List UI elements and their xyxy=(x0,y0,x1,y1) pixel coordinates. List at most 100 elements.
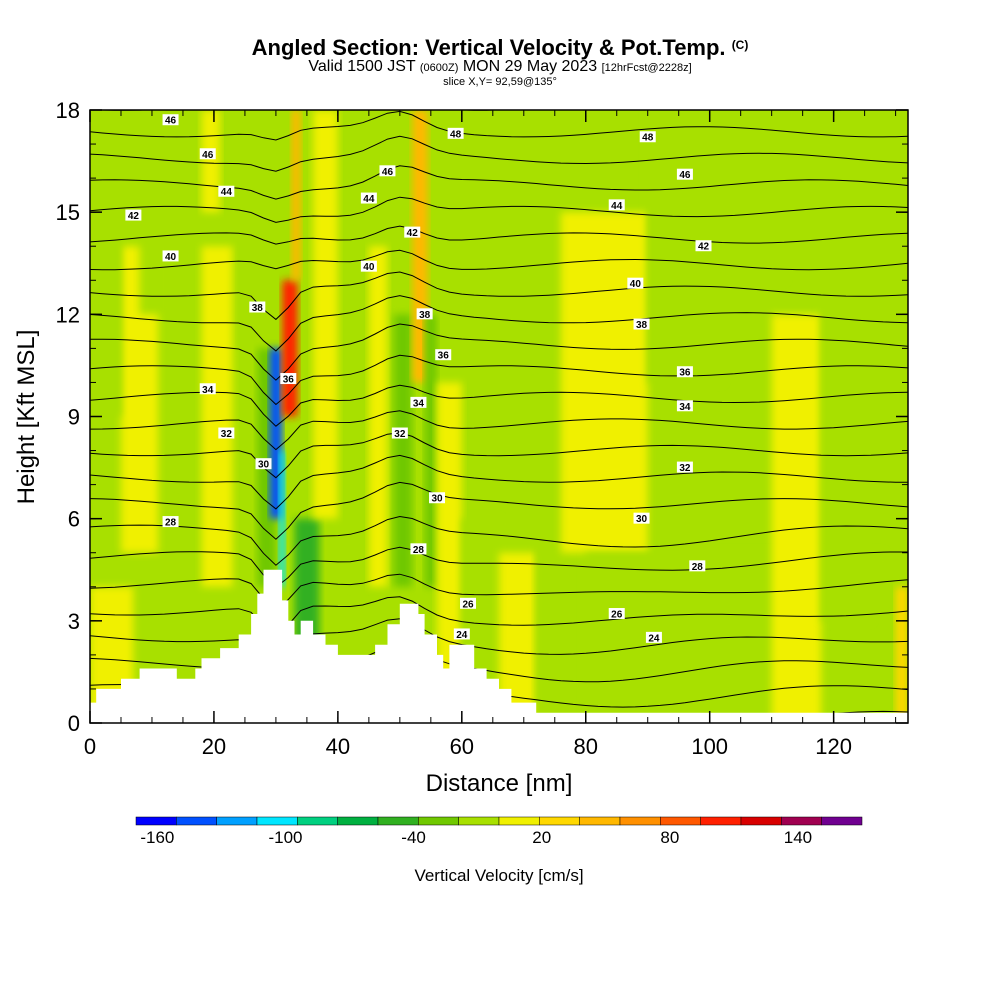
contour-label-text: 30 xyxy=(258,460,270,471)
velocity-cell xyxy=(90,110,121,417)
contour-label-bg xyxy=(633,512,650,524)
contour-labels: 46 46 44 42 40 38 36 34 32 30 28 48 46 44 42 40 38 36 34 32… xyxy=(125,114,712,644)
colorbar-tick-label: 140 xyxy=(784,828,812,847)
contour-label: 34 xyxy=(676,400,693,413)
contour-label: 36 xyxy=(435,349,452,362)
valid-date: MON 29 May 2023 xyxy=(462,58,598,75)
colorbar-tick-label: -40 xyxy=(401,828,426,847)
contour-label-text: 48 xyxy=(450,129,462,140)
contour-label-text: 30 xyxy=(636,514,648,525)
theta-contour-line xyxy=(90,196,908,223)
x-tick-label: 0 xyxy=(84,734,96,759)
contour-label-bg xyxy=(608,199,625,211)
theta-contour-line xyxy=(90,110,908,141)
contour-label-bg xyxy=(199,383,216,395)
contour-label-bg xyxy=(360,260,377,272)
contour-label-text: 38 xyxy=(636,320,648,331)
theta-contour-line xyxy=(90,271,908,321)
contour-label-bg xyxy=(633,318,650,330)
contour-label: 38 xyxy=(633,318,650,331)
contour-label-bg xyxy=(379,165,396,177)
velocity-cell xyxy=(368,246,388,587)
valid-fcst: [12hrFcst@2228z] xyxy=(601,62,692,74)
contour-label-bg xyxy=(645,631,662,643)
contour-label-bg xyxy=(676,461,693,473)
contour-label-text: 42 xyxy=(698,242,710,253)
colorbar-swatch xyxy=(297,816,338,826)
colorbar-swatch xyxy=(135,816,177,826)
y-tick-label: 0 xyxy=(68,711,80,736)
colorbar-swatch xyxy=(539,816,580,826)
velocity-cell xyxy=(201,110,221,213)
contour-label: 30 xyxy=(429,492,446,505)
theta-contour-line xyxy=(90,596,908,638)
contour-label-bg xyxy=(689,560,706,572)
contour-label-bg xyxy=(162,114,179,126)
x-tick-label: 20 xyxy=(202,734,226,759)
contour-label-text: 26 xyxy=(462,599,474,610)
colorbar-swatch xyxy=(619,816,661,826)
contour-label: 40 xyxy=(162,250,179,263)
velocity-cell xyxy=(279,450,286,587)
velocity-cell xyxy=(734,110,785,281)
contour-label-text: 36 xyxy=(283,375,295,386)
contour-label-text: 44 xyxy=(363,194,375,205)
contour-label-text: 24 xyxy=(648,633,660,644)
contour-label: 36 xyxy=(280,373,297,386)
contour-label-text: 36 xyxy=(438,351,450,362)
velocity-cell xyxy=(176,178,202,485)
theta-contour-line xyxy=(90,354,908,406)
contour-label: 44 xyxy=(608,199,625,212)
theta-contour-line xyxy=(90,481,908,540)
contour-label-text: 48 xyxy=(642,133,654,144)
theta-contour-line xyxy=(90,323,908,381)
contour-label-bg xyxy=(218,185,235,197)
contour-label-text: 34 xyxy=(202,385,214,396)
contour-label-text: 24 xyxy=(456,630,468,641)
contour-label-text: 40 xyxy=(363,262,375,273)
contour-label-bg xyxy=(639,131,656,143)
contour-label: 44 xyxy=(360,192,377,205)
contour-label-bg xyxy=(676,168,693,180)
theta-contour-line xyxy=(90,225,908,245)
contour-label: 32 xyxy=(218,427,235,440)
theta-contour-line xyxy=(90,454,908,510)
colorbar-swatch xyxy=(256,816,298,826)
theta-contour-line xyxy=(90,410,908,451)
velocity-cell xyxy=(201,246,233,587)
contour-label-bg xyxy=(280,373,297,385)
theta-contour-line xyxy=(90,515,908,566)
contour-label-text: 46 xyxy=(679,170,691,181)
contour-label: 34 xyxy=(410,396,427,409)
contour-label: 24 xyxy=(645,631,662,644)
contour-label-bg xyxy=(162,516,179,528)
terrain-profile xyxy=(90,569,908,723)
y-tick-label: 15 xyxy=(56,200,80,225)
contour-label: 32 xyxy=(676,461,693,474)
colorbar-swatch xyxy=(660,816,701,826)
contour-label: 40 xyxy=(360,260,377,273)
colorbar-tick-label: -160 xyxy=(140,828,174,847)
contour-label: 40 xyxy=(627,277,644,290)
contour-label-bg xyxy=(676,400,693,412)
contour-label: 36 xyxy=(676,366,693,379)
x-tick-label: 100 xyxy=(691,734,728,759)
colorbar-swatch xyxy=(740,816,782,826)
y-tick-label: 3 xyxy=(68,609,80,634)
contour-label: 46 xyxy=(162,114,179,127)
contour-label-bg xyxy=(416,308,433,320)
contour-label-bg xyxy=(199,148,216,160)
contour-label-bg xyxy=(391,427,408,439)
theta-contour-line xyxy=(90,573,908,611)
contour-label-text: 46 xyxy=(165,116,177,127)
contour-label: 34 xyxy=(199,383,216,396)
contour-label-bg xyxy=(608,608,625,620)
contour-label-bg xyxy=(627,277,644,289)
y-tick-label: 9 xyxy=(68,405,80,430)
contour-label-text: 44 xyxy=(611,201,623,212)
colorbar-swatch xyxy=(176,816,217,826)
contour-label-bg xyxy=(125,209,142,221)
contour-label: 38 xyxy=(249,301,266,314)
